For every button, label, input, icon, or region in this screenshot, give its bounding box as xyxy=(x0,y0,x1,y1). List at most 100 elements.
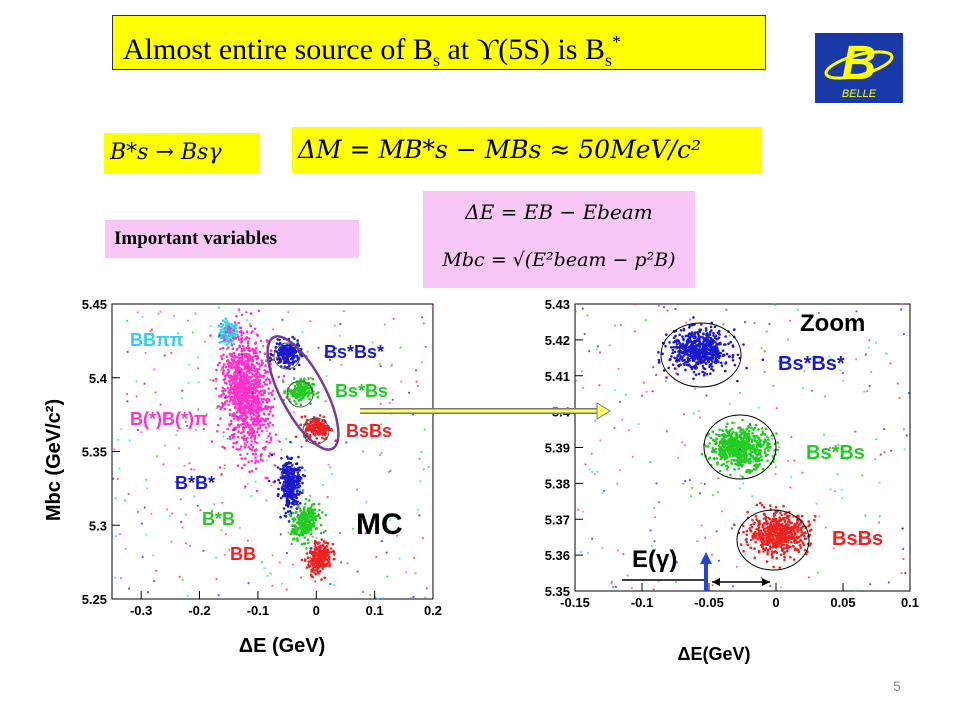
scatter-point xyxy=(178,341,181,344)
scatter-point xyxy=(312,427,316,431)
scatter-point xyxy=(220,325,223,329)
scatter-point xyxy=(242,437,245,440)
scatter-point xyxy=(163,354,166,357)
scatter-point xyxy=(379,402,382,405)
scatter-point xyxy=(317,513,320,516)
scatter-point xyxy=(878,521,881,524)
scatter-point xyxy=(306,556,310,559)
scatter-point xyxy=(905,434,908,437)
scatter-point xyxy=(250,459,254,463)
scatter-point xyxy=(269,352,272,356)
scatter-point xyxy=(289,468,293,472)
cluster-7 xyxy=(300,538,336,581)
scatter-point xyxy=(237,361,241,364)
scatter-point xyxy=(244,425,248,429)
scatter-point xyxy=(226,371,230,375)
scatter-point xyxy=(693,339,696,343)
scatter-point xyxy=(260,561,263,564)
scatter-point xyxy=(267,387,270,391)
scatter-point xyxy=(299,509,302,513)
scatter-point xyxy=(315,430,319,433)
scatter-point xyxy=(135,380,138,383)
scatter-point xyxy=(141,555,144,559)
scatter-point xyxy=(901,303,904,306)
scatter-point xyxy=(313,542,317,545)
scatter-point xyxy=(256,334,260,337)
scatter-point xyxy=(334,347,338,350)
scatter-point xyxy=(153,579,156,583)
scatter-point xyxy=(266,407,269,411)
scatter-point xyxy=(252,384,256,388)
scatter-point xyxy=(657,351,660,354)
scatter-point xyxy=(686,341,689,345)
scatter-point xyxy=(219,322,222,325)
scatter-point xyxy=(689,348,692,352)
scatter-point xyxy=(284,346,288,350)
scatter-point xyxy=(280,346,284,349)
scatter-point xyxy=(264,364,267,367)
scatter-point xyxy=(673,350,677,354)
scatter-point xyxy=(385,527,388,530)
scatter-point xyxy=(223,396,226,399)
scatter-point xyxy=(214,377,218,381)
scatter-point xyxy=(325,375,328,378)
scatter-point xyxy=(380,452,383,455)
scatter-point xyxy=(299,501,302,505)
scatter-point xyxy=(855,358,858,361)
scatter-point xyxy=(221,404,225,407)
scatter-point xyxy=(829,488,832,491)
scatter-point xyxy=(253,369,256,373)
scatter-point xyxy=(233,333,236,337)
scatter-point xyxy=(624,393,627,396)
scatter-point xyxy=(745,529,749,533)
scatter-point xyxy=(255,375,259,379)
scatter-point xyxy=(869,583,872,586)
scatter-point xyxy=(321,543,324,547)
scatter-point xyxy=(292,488,295,492)
scatter-point xyxy=(807,576,811,579)
scatter-point xyxy=(742,343,745,346)
scatter-point xyxy=(796,519,799,523)
scatter-point xyxy=(310,570,314,573)
scatter-point xyxy=(301,522,305,526)
scatter-point xyxy=(380,423,383,426)
scatter-point xyxy=(675,367,678,370)
scatter-point xyxy=(741,418,744,422)
scatter-point xyxy=(313,508,316,511)
scatter-point xyxy=(311,420,314,424)
scatter-point xyxy=(769,504,772,507)
logo-letter: B xyxy=(842,37,877,90)
x-tick-label: -0.2 xyxy=(188,603,210,618)
scatter-point xyxy=(143,506,146,509)
scatter-point xyxy=(769,546,772,549)
scatter-point xyxy=(678,345,682,349)
scatter-point xyxy=(314,527,318,530)
scatter-point xyxy=(758,535,762,539)
scatter-point xyxy=(762,534,765,537)
scatter-point xyxy=(258,401,262,405)
scatter-point xyxy=(328,354,331,357)
scatter-point xyxy=(306,384,309,388)
scatter-point xyxy=(734,445,737,449)
scatter-point xyxy=(696,540,699,543)
scatter-point xyxy=(716,331,720,335)
scatter-point xyxy=(313,571,316,574)
equation-decay: B*s → Bsγ xyxy=(104,133,260,173)
scatter-point xyxy=(771,537,774,540)
scatter-point xyxy=(304,502,307,506)
scatter-point xyxy=(301,395,304,399)
scatter-point xyxy=(237,430,240,434)
scatter-point xyxy=(143,425,146,428)
scatter-point xyxy=(253,392,257,395)
scatter-point xyxy=(789,486,792,489)
scatter-point xyxy=(262,417,265,421)
scatter-point xyxy=(304,526,308,530)
scatter-point xyxy=(741,482,745,485)
scatter-point xyxy=(215,380,218,383)
scatter-point xyxy=(673,367,677,370)
scatter-point xyxy=(767,534,770,537)
scatter-point xyxy=(290,505,293,509)
scatter-point xyxy=(114,497,117,500)
scatter-point xyxy=(118,533,122,536)
y-tick-label: 5.45 xyxy=(82,297,107,312)
